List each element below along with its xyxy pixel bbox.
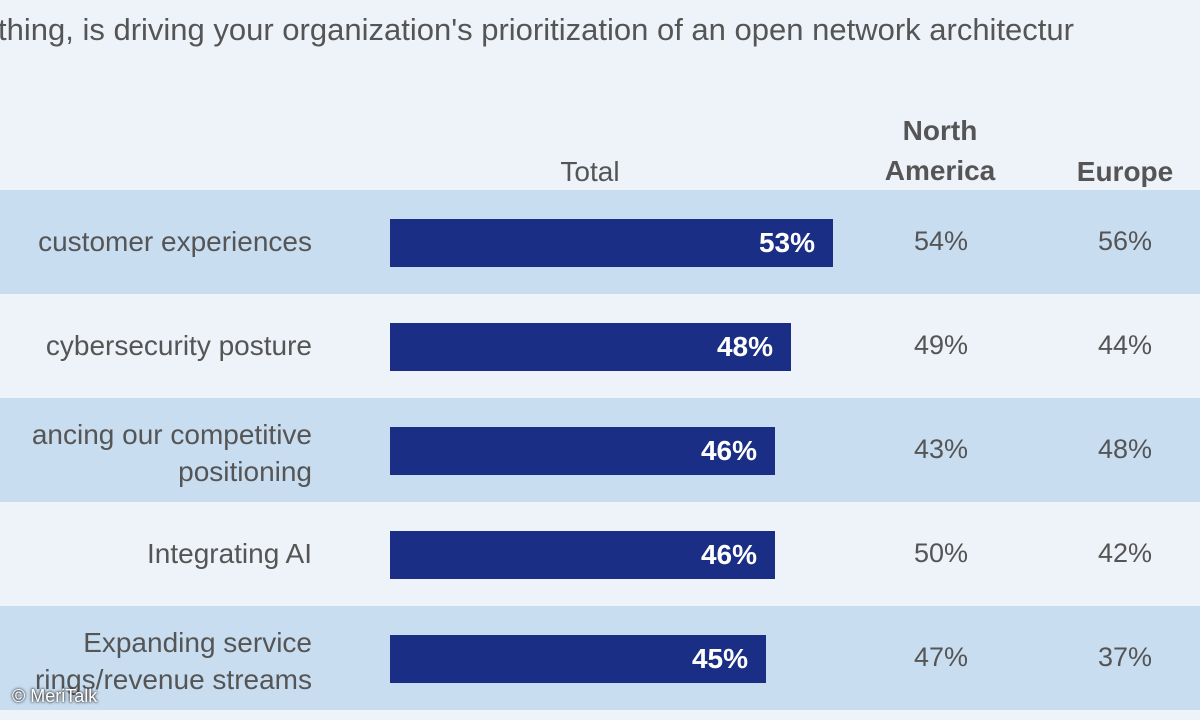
row-label-line: Expanding service [83,627,312,658]
total-bar-label: 53% [758,227,815,258]
row-label-line: ancing our competitive [31,419,312,450]
row-label-line: Integrating AI [146,538,312,569]
table-row: Integrating AI 46% 50% 42% [0,502,1200,606]
total-bar-label: 46% [700,435,757,466]
total-bar-label: 45% [691,643,748,674]
total-bar: 48% [390,323,791,371]
row-label-line: cybersecurity posture [45,330,312,361]
row-label: ancing our competitive positioning [32,416,312,490]
total-bar: 53% [390,219,833,267]
row-label-line: positioning [178,456,312,487]
europe-value: 48% [1097,434,1153,464]
row-label-line: customer experiences [38,226,312,257]
column-header-total: Total [560,156,620,187]
column-header-na-line1: North [902,115,978,146]
chart-title: thing, is driving your organization's pr… [0,12,1074,47]
table-row: ancing our competitive positioning 46% 43% 4… [0,398,1200,502]
row-label: Expanding service rings/revenue streams [35,624,312,698]
total-bar-label: 48% [716,331,773,362]
column-header-na-line2: America [884,155,996,186]
row-label: Integrating AI [147,535,312,572]
credit-watermark: © MeriTalk [12,686,98,706]
total-bar: 45% [390,635,766,683]
row-label: customer experiences [38,223,312,260]
europe-value: 56% [1097,226,1153,256]
europe-value: 42% [1097,538,1153,568]
table-row: cybersecurity posture 48% 49% 44% [0,294,1200,398]
total-bar-label: 46% [700,539,757,570]
europe-value: 37% [1097,642,1153,672]
table-row: customer experiences 53% 54% 56% [0,190,1200,294]
column-header-europe: Europe [1076,156,1174,187]
north-america-value: 49% [913,330,969,360]
column-header-north-america: North America [860,111,1020,191]
north-america-value: 54% [913,226,969,256]
europe-value: 44% [1097,330,1153,360]
north-america-value: 50% [913,538,969,568]
north-america-value: 43% [913,434,969,464]
table-row: Expanding service rings/revenue streams 45… [0,606,1200,710]
row-label-line: rings/revenue streams [34,664,312,695]
north-america-value: 47% [913,642,969,672]
total-bar: 46% [390,427,775,475]
total-bar: 46% [390,531,775,579]
row-label: cybersecurity posture [46,327,312,364]
